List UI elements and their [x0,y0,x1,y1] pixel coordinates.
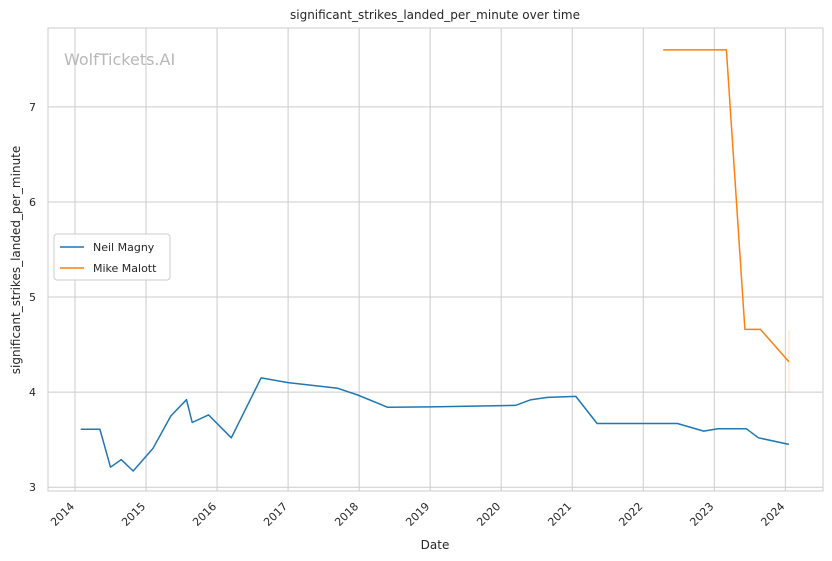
x-tick-label: 2017 [261,500,290,529]
y-tick-label: 7 [29,101,36,114]
x-tick-label: 2022 [616,500,645,529]
grid [48,28,823,491]
series-layer [80,49,790,472]
x-tick-label: 2018 [332,500,361,529]
y-tick-label: 4 [29,386,36,399]
x-axis-title: Date [421,538,450,552]
x-tick-label: 2021 [545,500,574,529]
watermark: WolfTickets.AI [64,50,175,69]
y-tick-label: 6 [29,196,36,209]
y-axis-title: significant_strikes_landed_per_minute [9,146,23,375]
x-tick-label: 2015 [119,500,148,529]
x-axis-ticks: 2014 2015 2016 2017 2018 2019 2020 2021 2022 2023… [48,500,787,529]
x-tick-label: 2024 [758,500,787,529]
y-tick-label: 5 [29,291,36,304]
x-tick-label: 2014 [48,500,77,529]
series-line-mike-malott [663,49,790,363]
x-tick-label: 2016 [190,500,219,529]
x-tick-label: 2020 [474,500,503,529]
legend-label-mike-malott: Mike Malott [93,262,157,275]
y-axis-ticks: 3 4 5 6 7 [29,101,36,494]
chart-title: significant_strikes_landed_per_minute ov… [290,8,580,22]
series-line-neil-magny [80,377,790,472]
plot-area [47,27,824,492]
legend: Neil Magny Mike Malott [53,233,171,281]
legend-label-neil-magny: Neil Magny [93,241,155,254]
y-tick-label: 3 [29,481,36,494]
x-tick-label: 2023 [687,500,716,529]
x-tick-label: 2019 [403,500,432,529]
